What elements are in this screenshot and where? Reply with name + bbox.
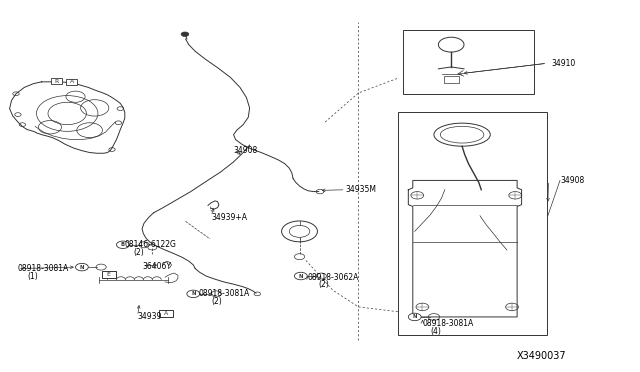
FancyBboxPatch shape [159, 310, 173, 317]
Text: E: E [107, 272, 111, 277]
Circle shape [187, 290, 200, 298]
Text: N: N [412, 314, 417, 320]
Text: 08146-6122G: 08146-6122G [125, 240, 177, 249]
Circle shape [408, 313, 421, 321]
Text: (2): (2) [211, 297, 222, 306]
Circle shape [116, 241, 129, 248]
Text: A: A [164, 311, 168, 316]
Text: (1): (1) [27, 272, 38, 280]
Text: B: B [121, 242, 125, 247]
Circle shape [294, 272, 307, 280]
Text: 34908: 34908 [560, 176, 584, 185]
Text: 08918-3081A: 08918-3081A [422, 319, 474, 328]
Text: 34939+A: 34939+A [211, 213, 247, 222]
FancyBboxPatch shape [102, 271, 116, 278]
Text: 34908: 34908 [234, 146, 258, 155]
Text: X3490037: X3490037 [517, 352, 567, 361]
Text: 34910: 34910 [552, 59, 576, 68]
Text: 08918-3081A: 08918-3081A [18, 264, 69, 273]
FancyBboxPatch shape [51, 78, 62, 84]
Text: 08918-3062A: 08918-3062A [307, 273, 358, 282]
Text: (2): (2) [319, 280, 330, 289]
Text: 36406Y: 36406Y [142, 262, 171, 271]
Text: 08918-3081A: 08918-3081A [198, 289, 250, 298]
FancyBboxPatch shape [66, 79, 77, 84]
Text: N: N [298, 273, 303, 279]
Text: (4): (4) [430, 327, 441, 336]
Circle shape [181, 32, 189, 36]
Circle shape [76, 263, 88, 271]
Text: 34935M: 34935M [346, 185, 376, 194]
Text: A: A [70, 79, 74, 84]
Text: 34939: 34939 [138, 312, 162, 321]
Text: R: R [54, 78, 58, 84]
Text: (2): (2) [133, 248, 144, 257]
Text: N: N [79, 264, 84, 270]
Text: N: N [191, 291, 196, 296]
